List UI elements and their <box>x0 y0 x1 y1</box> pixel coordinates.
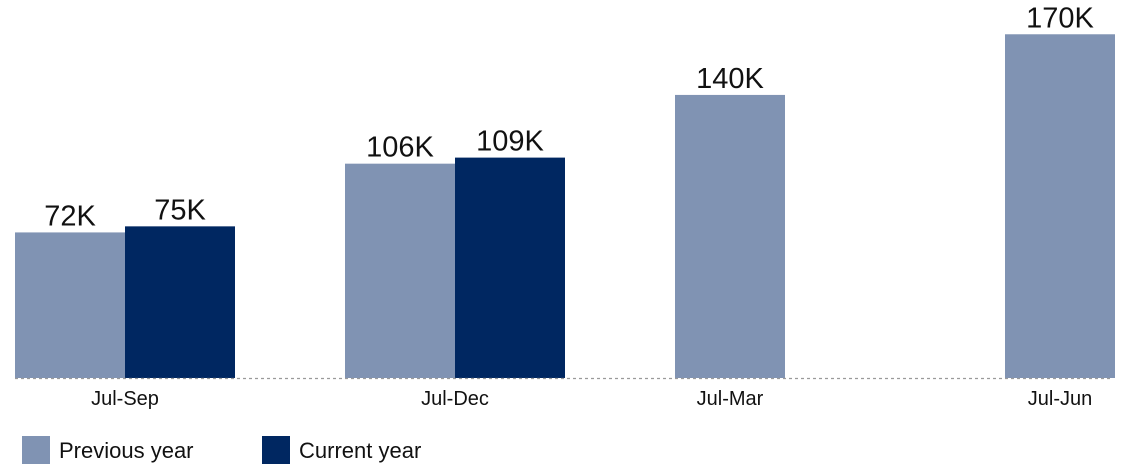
data-label-current-year-jul-dec: 109K <box>476 126 544 158</box>
legend-swatch-previous-year <box>22 436 50 464</box>
data-labels-group: 72K 75K 106K 109K 140K 170K <box>44 2 1094 232</box>
bars-group <box>15 34 1115 379</box>
data-label-previous-year-jul-dec: 106K <box>366 132 434 164</box>
data-label-previous-year-jul-jun: 170K <box>1026 2 1094 34</box>
bar-previous-year-jul-jun <box>1005 34 1115 379</box>
bar-previous-year-jul-sep <box>15 232 125 378</box>
x-tick-labels-group: Jul-Sep Jul-Dec Jul-Mar Jul-Jun <box>91 388 1092 410</box>
legend-label-current-year: Current year <box>299 438 421 463</box>
x-tick-label-jul-sep: Jul-Sep <box>91 388 159 410</box>
x-tick-label-jul-dec: Jul-Dec <box>421 388 489 410</box>
data-label-previous-year-jul-mar: 140K <box>696 63 764 95</box>
x-tick-label-jul-jun: Jul-Jun <box>1028 388 1092 410</box>
bar-previous-year-jul-dec <box>345 163 455 378</box>
bar-current-year-jul-dec <box>455 157 565 378</box>
x-tick-label-jul-mar: Jul-Mar <box>697 388 764 410</box>
legend: Previous year Current year <box>22 436 421 464</box>
bar-current-year-jul-sep <box>125 226 235 378</box>
legend-label-previous-year: Previous year <box>59 438 194 463</box>
data-label-current-year-jul-sep: 75K <box>154 194 206 226</box>
bar-previous-year-jul-mar <box>675 94 785 378</box>
legend-swatch-current-year <box>262 436 290 464</box>
data-label-previous-year-jul-sep: 72K <box>44 200 96 232</box>
